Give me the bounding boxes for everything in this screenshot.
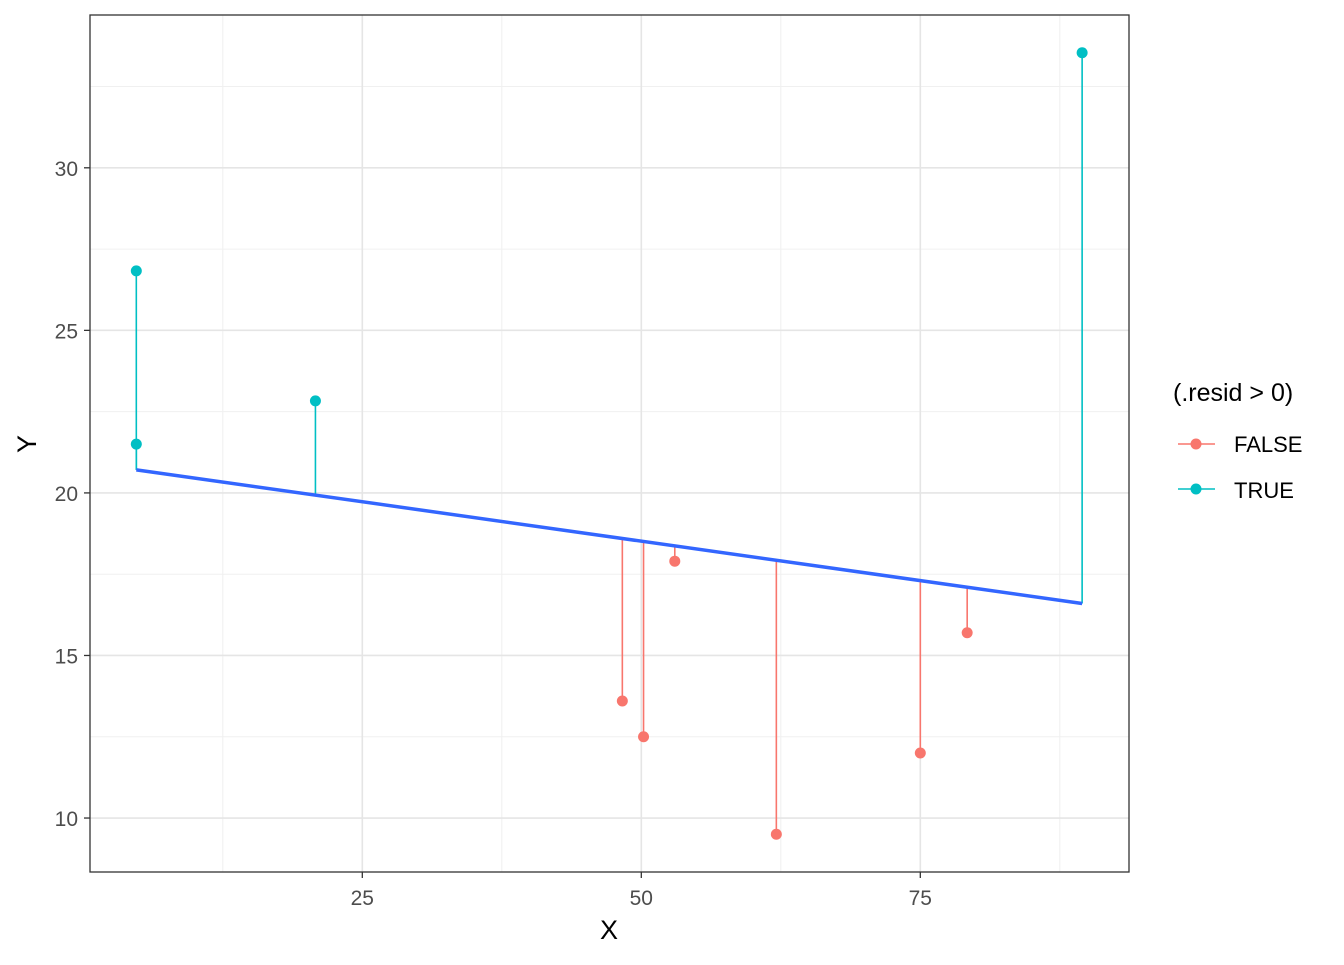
y-tick-label: 25 [55, 320, 78, 343]
legend-key-point [1190, 483, 1202, 495]
y-tick-label: 20 [55, 483, 78, 506]
data-point [616, 695, 628, 707]
data-point [961, 627, 973, 639]
legend-label-true: TRUE [1234, 478, 1294, 503]
x-tick-label: 25 [351, 887, 374, 910]
legend-title: (.resid > 0) [1173, 379, 1293, 407]
x-tick-label: 50 [630, 887, 653, 910]
data-point [669, 555, 681, 567]
data-point [638, 731, 650, 743]
residual-segments [135, 52, 1083, 835]
x-axis-label: X [600, 915, 618, 945]
data-point [914, 747, 926, 759]
data-point [130, 438, 142, 450]
y-tick-label: 30 [55, 158, 78, 181]
data-point [309, 395, 321, 407]
legend-key-point [1190, 438, 1202, 450]
data-point [130, 265, 142, 277]
y-tick-label: 10 [55, 808, 78, 831]
legend: (.resid > 0) FALSE TRUE [1173, 379, 1302, 503]
data-point [770, 828, 782, 840]
x-tick-label: 75 [909, 887, 932, 910]
data-point [1076, 47, 1088, 59]
axis-ticks: 25 50 75 10 15 20 25 30 [55, 158, 932, 910]
fit-line-group [136, 468, 1083, 606]
panel-border [89, 14, 1130, 873]
fit-line [136, 468, 1083, 606]
grid [90, 15, 1129, 872]
y-axis-label: Y [12, 435, 42, 453]
y-tick-label: 15 [55, 645, 78, 668]
points [130, 47, 1088, 840]
legend-label-false: FALSE [1234, 432, 1302, 457]
